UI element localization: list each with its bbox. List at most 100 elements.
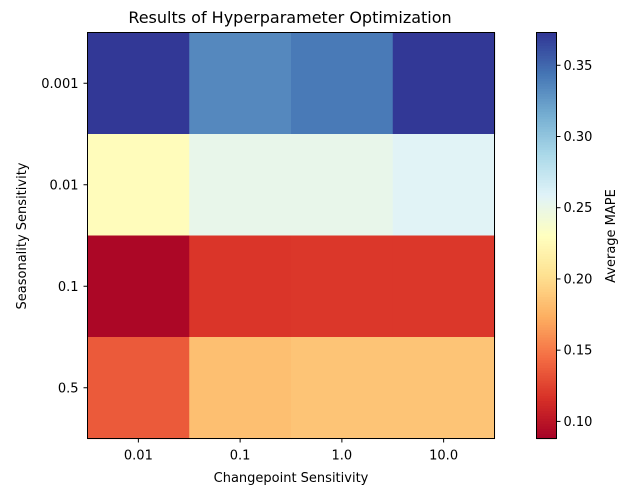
colorbar-segment	[536, 164, 557, 168]
colorbar-segment	[536, 207, 557, 211]
colorbar-segment	[536, 238, 557, 242]
colorbar-segment	[536, 430, 557, 435]
colorbar-segment	[536, 413, 557, 417]
colorbar-segment	[536, 154, 557, 158]
colorbar-segment	[536, 88, 557, 92]
colorbar-segment	[536, 245, 557, 249]
x-axis-ticks: 0.01 0.1 1.0 10.0	[124, 438, 458, 464]
colorbar-segment	[536, 326, 557, 330]
colorbar-segment	[536, 255, 557, 259]
colorbar-segment	[536, 35, 557, 39]
chart-title: Results of Hyperparameter Optimization	[128, 8, 451, 27]
colorbar-frame	[536, 32, 557, 439]
colorbar-segment	[536, 260, 557, 265]
colorbar-segment	[536, 144, 557, 148]
colorbar-segment	[536, 78, 557, 82]
colorbar-segment	[536, 57, 557, 62]
colorbar-segment	[536, 45, 557, 49]
colorbar-segment	[536, 339, 557, 343]
colorbar-segment	[536, 215, 557, 219]
colorbar-segment	[536, 169, 557, 173]
colorbar-segment	[536, 126, 557, 130]
colorbar-segment	[536, 397, 557, 402]
colorbar-segment	[536, 232, 557, 237]
colorbar-segment	[536, 382, 557, 386]
colorbar-segment	[536, 271, 557, 275]
colorbar-tick-label: 0.20	[564, 272, 593, 287]
colorbar-segment	[536, 435, 557, 440]
colorbar-segment	[536, 331, 557, 336]
x-tick-label: 10.0	[429, 449, 458, 464]
colorbar-segment	[536, 199, 557, 204]
colorbar-segment	[536, 50, 557, 54]
colorbar-segment	[536, 47, 557, 51]
colorbar-segment	[536, 62, 557, 67]
colorbar-segment	[536, 425, 557, 429]
plot-frame	[87, 32, 495, 439]
colorbar-segment	[536, 278, 557, 282]
colorbar-segment	[536, 415, 557, 419]
colorbar-segment	[536, 321, 557, 325]
colorbar-segment	[536, 240, 557, 244]
colorbar-segment	[536, 182, 557, 186]
colorbar-segment	[536, 263, 557, 267]
colorbar-segment	[536, 113, 557, 117]
colorbar-segment	[536, 296, 557, 300]
colorbar-tick-label: 0.25	[564, 201, 593, 216]
colorbar-label: Average MAPE	[604, 189, 619, 283]
colorbar-segment	[536, 329, 557, 333]
y-tick-label: 0.01	[50, 178, 79, 193]
x-tick-label: 0.1	[230, 449, 251, 464]
heatmap-cell	[87, 134, 190, 237]
colorbar-segment	[536, 359, 557, 363]
colorbar-segment	[536, 32, 557, 36]
colorbar-segment	[536, 131, 557, 135]
colorbar-segment	[536, 276, 557, 280]
colorbar-segment	[536, 187, 557, 191]
y-tick-label: 0.5	[58, 381, 79, 396]
colorbar-segment	[536, 347, 557, 351]
colorbar-segment	[536, 197, 557, 201]
colorbar-segment	[536, 283, 557, 287]
colorbar-segment	[536, 354, 557, 358]
colorbar-segment	[536, 121, 557, 125]
heatmap-cell	[87, 337, 190, 440]
colorbar-segment	[536, 202, 557, 206]
colorbar-segment	[536, 123, 557, 127]
colorbar-segment	[536, 301, 557, 305]
x-tick-label: 1.0	[332, 449, 353, 464]
x-tick-label: 0.01	[124, 449, 153, 464]
colorbar-segment	[536, 316, 557, 320]
colorbar-segment	[536, 146, 557, 150]
colorbar-segment	[536, 159, 557, 163]
colorbar-segment	[536, 377, 557, 381]
colorbar-segment	[536, 372, 557, 376]
heatmap-cell	[189, 235, 292, 338]
colorbar-segment	[536, 134, 557, 138]
colorbar-segment	[536, 385, 557, 389]
colorbar-segment	[536, 281, 557, 285]
colorbar-segment	[536, 194, 557, 199]
heatmap-cell	[392, 134, 496, 237]
colorbar-segment	[536, 410, 557, 414]
colorbar-segment	[536, 174, 557, 178]
colorbar-segment	[536, 293, 557, 297]
y-tick-label: 0.1	[58, 280, 79, 295]
colorbar-segment	[536, 253, 557, 257]
colorbar-segment	[536, 273, 557, 277]
colorbar-segment	[536, 390, 557, 394]
colorbar: 0.10 0.15 0.20 0.25 0.30 0.35	[536, 32, 593, 440]
colorbar-segment	[536, 205, 557, 209]
colorbar-segment	[536, 212, 557, 216]
colorbar-segment	[536, 106, 557, 110]
colorbar-segment	[536, 166, 557, 171]
colorbar-segment	[536, 227, 557, 232]
colorbar-segment	[536, 400, 557, 404]
colorbar-segment	[536, 428, 557, 432]
colorbar-segment	[536, 141, 557, 145]
heatmap-cell	[87, 32, 190, 135]
colorbar-segment	[536, 220, 557, 224]
heatmap-cell	[87, 235, 190, 338]
heatmap-cell	[291, 235, 394, 338]
